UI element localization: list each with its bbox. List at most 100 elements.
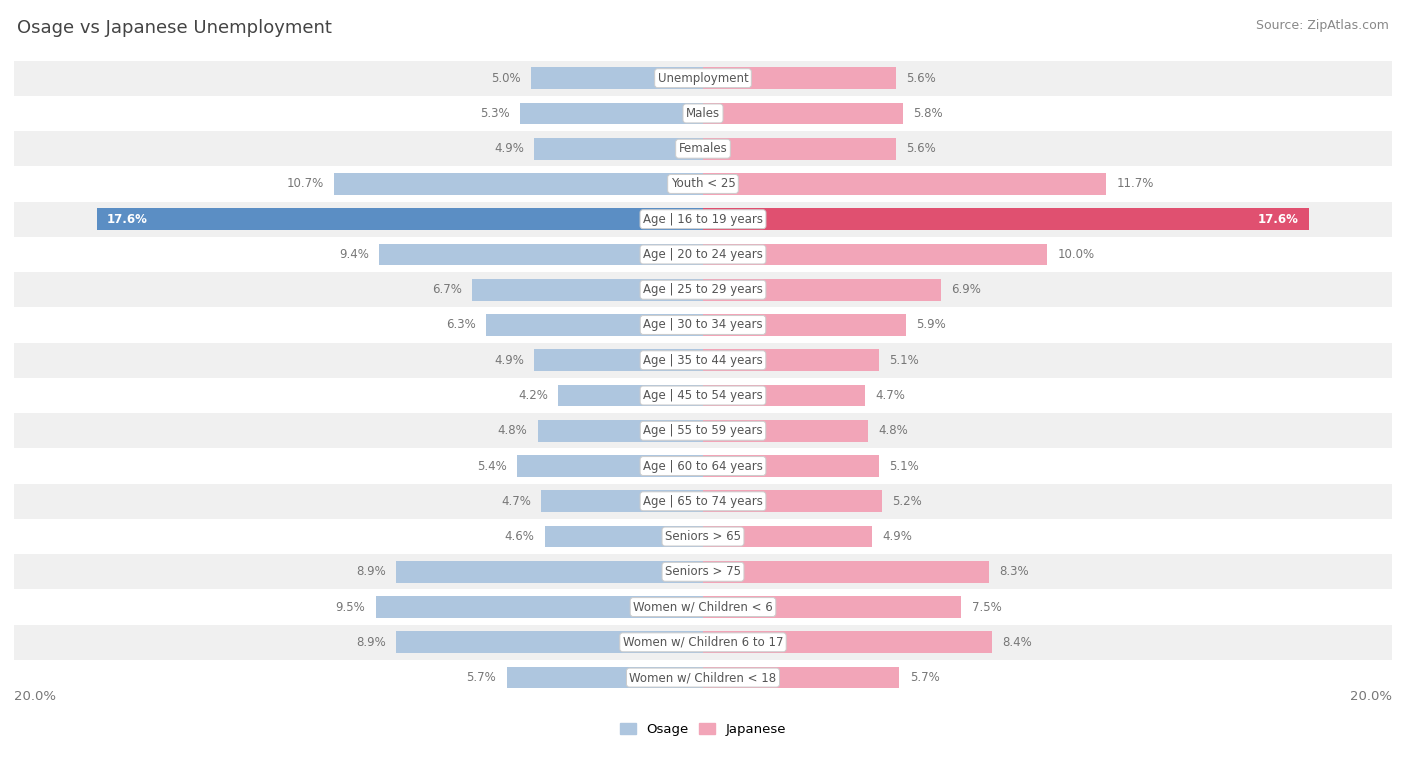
Text: 10.0%: 10.0%	[1057, 248, 1095, 261]
Text: 4.7%: 4.7%	[501, 495, 531, 508]
Text: Males: Males	[686, 107, 720, 120]
Bar	[703, 173, 1107, 195]
Bar	[544, 525, 703, 547]
Bar	[517, 455, 703, 477]
Text: 4.6%: 4.6%	[505, 530, 534, 543]
Text: 4.9%: 4.9%	[494, 142, 524, 155]
Text: 4.9%: 4.9%	[882, 530, 912, 543]
Bar	[703, 385, 865, 407]
Bar	[14, 448, 1392, 484]
Bar	[14, 201, 1392, 237]
Text: 4.8%: 4.8%	[498, 424, 527, 438]
Bar	[14, 167, 1392, 201]
Text: 4.7%: 4.7%	[875, 389, 905, 402]
Bar	[703, 491, 882, 512]
Text: Females: Females	[679, 142, 727, 155]
Text: Youth < 25: Youth < 25	[671, 177, 735, 191]
Bar	[396, 561, 703, 583]
Text: 10.7%: 10.7%	[287, 177, 323, 191]
Bar	[703, 561, 988, 583]
Text: 5.9%: 5.9%	[917, 319, 946, 332]
Text: 5.1%: 5.1%	[889, 459, 918, 472]
Legend: Osage, Japanese: Osage, Japanese	[620, 723, 786, 736]
Text: 4.8%: 4.8%	[879, 424, 908, 438]
Text: Age | 25 to 29 years: Age | 25 to 29 years	[643, 283, 763, 296]
Bar	[703, 102, 903, 124]
Text: Osage vs Japanese Unemployment: Osage vs Japanese Unemployment	[17, 19, 332, 37]
Text: Age | 20 to 24 years: Age | 20 to 24 years	[643, 248, 763, 261]
Text: 9.5%: 9.5%	[336, 600, 366, 614]
Text: 5.8%: 5.8%	[912, 107, 943, 120]
Bar	[14, 343, 1392, 378]
Bar	[14, 660, 1392, 695]
Text: 5.1%: 5.1%	[889, 354, 918, 366]
Text: 20.0%: 20.0%	[14, 690, 56, 703]
Bar	[14, 590, 1392, 625]
Bar	[14, 519, 1392, 554]
Text: Unemployment: Unemployment	[658, 72, 748, 85]
Bar	[14, 378, 1392, 413]
Text: 6.7%: 6.7%	[432, 283, 461, 296]
Text: 5.4%: 5.4%	[477, 459, 506, 472]
Text: Age | 45 to 54 years: Age | 45 to 54 years	[643, 389, 763, 402]
Text: 8.9%: 8.9%	[356, 565, 387, 578]
Text: 4.9%: 4.9%	[494, 354, 524, 366]
Bar	[703, 420, 869, 441]
Bar	[486, 314, 703, 336]
Text: Seniors > 75: Seniors > 75	[665, 565, 741, 578]
Bar	[703, 208, 1309, 230]
Text: 17.6%: 17.6%	[1258, 213, 1299, 226]
Text: 17.6%: 17.6%	[107, 213, 148, 226]
Bar	[703, 667, 900, 689]
Text: 9.4%: 9.4%	[339, 248, 368, 261]
Text: Age | 35 to 44 years: Age | 35 to 44 years	[643, 354, 763, 366]
Bar	[380, 244, 703, 266]
Bar	[703, 138, 896, 160]
Bar	[703, 314, 907, 336]
Bar	[14, 272, 1392, 307]
Bar	[396, 631, 703, 653]
Bar	[534, 349, 703, 371]
Text: 5.6%: 5.6%	[907, 72, 936, 85]
Bar	[703, 455, 879, 477]
Bar	[703, 279, 941, 301]
Bar	[14, 61, 1392, 96]
Text: 5.0%: 5.0%	[491, 72, 520, 85]
Bar	[531, 67, 703, 89]
Bar	[703, 525, 872, 547]
Text: 8.4%: 8.4%	[1002, 636, 1032, 649]
Text: Age | 55 to 59 years: Age | 55 to 59 years	[643, 424, 763, 438]
Text: 8.9%: 8.9%	[356, 636, 387, 649]
Text: Women w/ Children 6 to 17: Women w/ Children 6 to 17	[623, 636, 783, 649]
Text: 7.5%: 7.5%	[972, 600, 1001, 614]
Text: 5.6%: 5.6%	[907, 142, 936, 155]
Text: 4.2%: 4.2%	[519, 389, 548, 402]
Text: Age | 60 to 64 years: Age | 60 to 64 years	[643, 459, 763, 472]
Bar	[703, 631, 993, 653]
Text: 5.3%: 5.3%	[481, 107, 510, 120]
Bar	[14, 484, 1392, 519]
Text: Age | 30 to 34 years: Age | 30 to 34 years	[643, 319, 763, 332]
Bar	[472, 279, 703, 301]
Text: 8.3%: 8.3%	[1000, 565, 1029, 578]
Bar	[14, 625, 1392, 660]
Bar	[14, 307, 1392, 343]
Text: Age | 65 to 74 years: Age | 65 to 74 years	[643, 495, 763, 508]
Bar	[506, 667, 703, 689]
Text: 20.0%: 20.0%	[1350, 690, 1392, 703]
Text: Source: ZipAtlas.com: Source: ZipAtlas.com	[1256, 19, 1389, 32]
Text: 6.3%: 6.3%	[446, 319, 475, 332]
Bar	[703, 67, 896, 89]
Bar	[541, 491, 703, 512]
Text: 6.9%: 6.9%	[950, 283, 981, 296]
Bar	[703, 349, 879, 371]
Bar	[97, 208, 703, 230]
Text: 5.7%: 5.7%	[910, 671, 939, 684]
Text: Seniors > 65: Seniors > 65	[665, 530, 741, 543]
Bar	[534, 138, 703, 160]
Bar	[14, 96, 1392, 131]
Text: 11.7%: 11.7%	[1116, 177, 1154, 191]
Text: 5.7%: 5.7%	[467, 671, 496, 684]
Bar	[14, 413, 1392, 448]
Bar	[14, 237, 1392, 272]
